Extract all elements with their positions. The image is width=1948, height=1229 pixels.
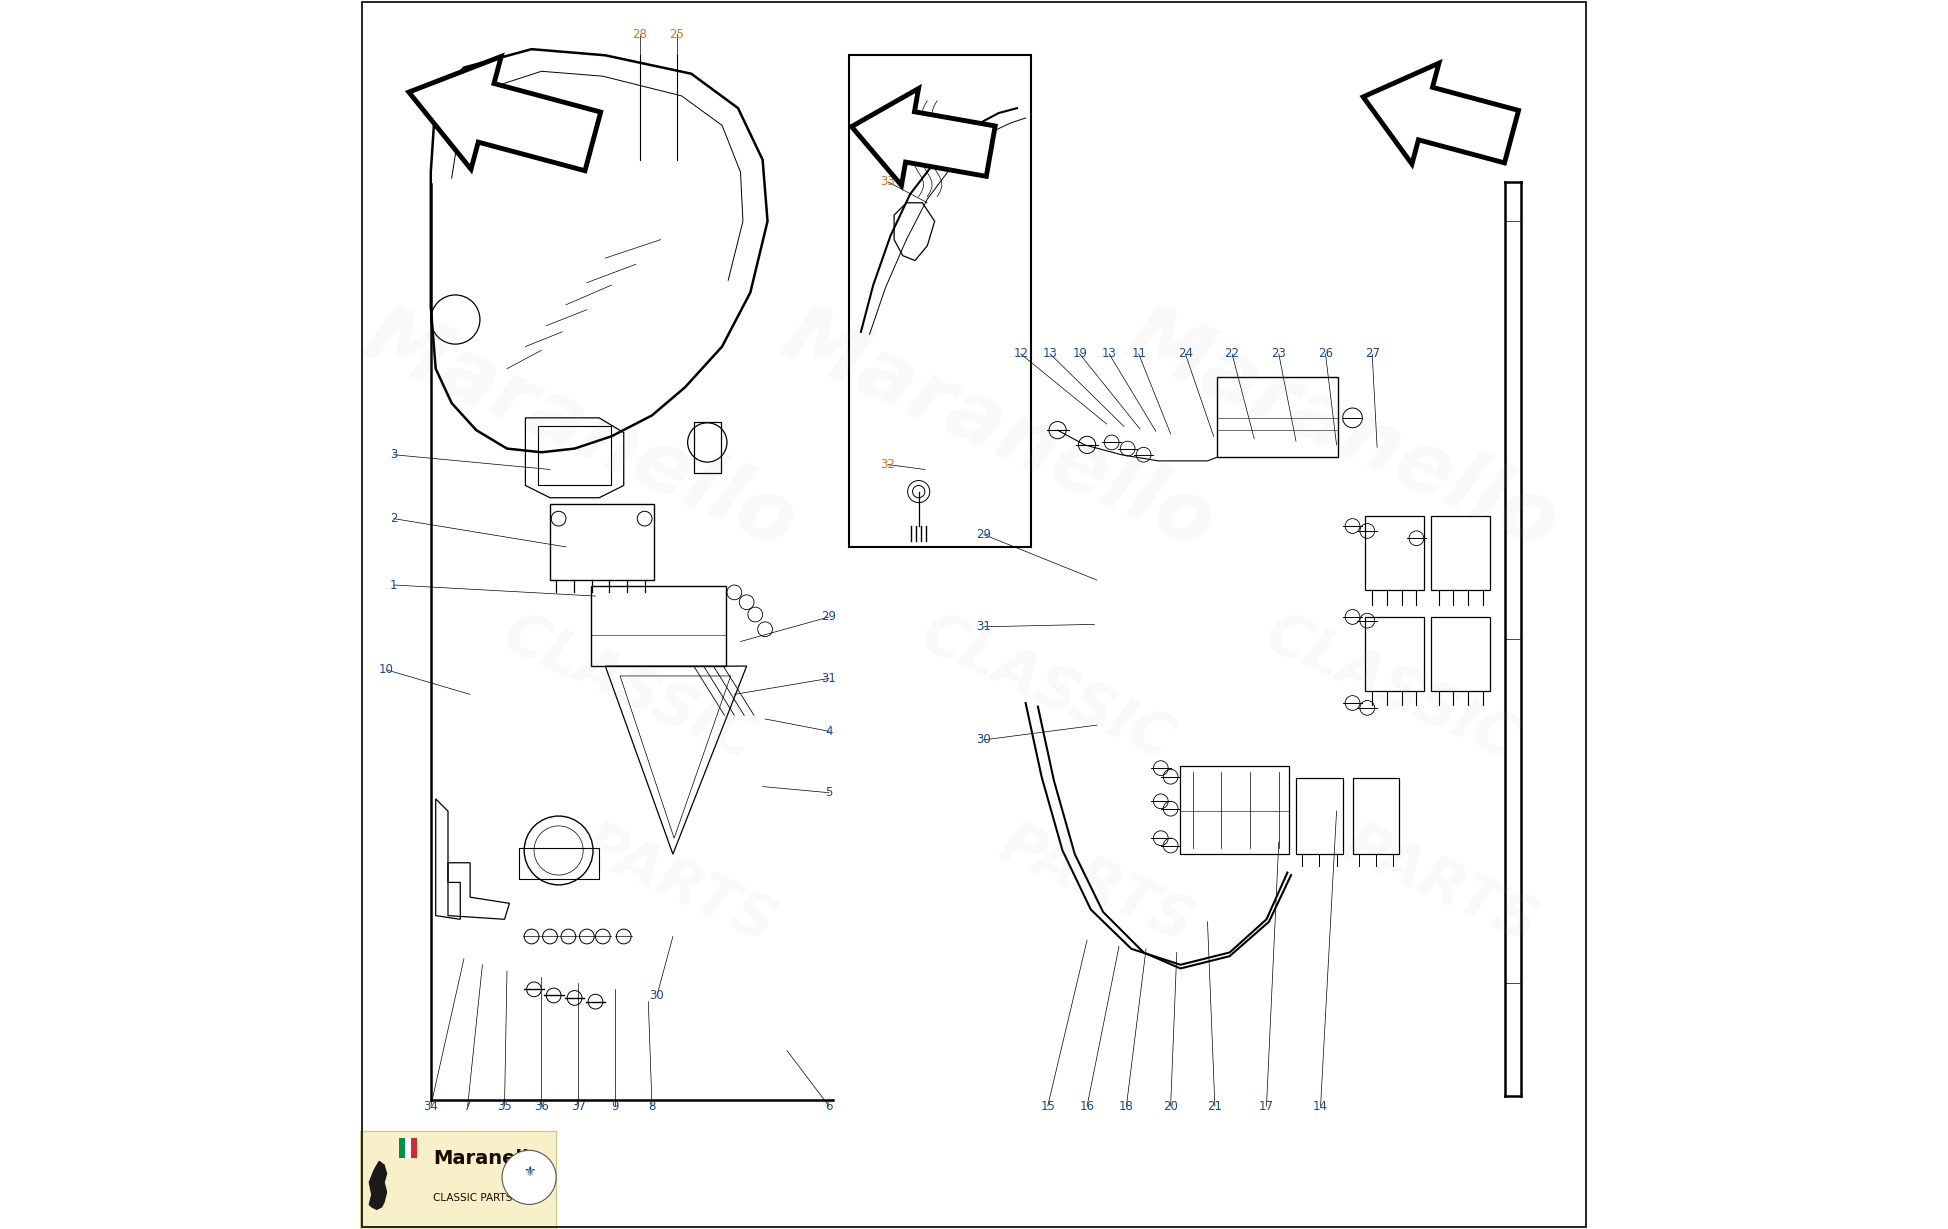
Polygon shape xyxy=(1364,63,1519,163)
Text: 26: 26 xyxy=(1319,348,1332,360)
Text: Maranello: Maranello xyxy=(432,1149,542,1169)
Text: 8: 8 xyxy=(649,1100,656,1112)
Text: ⚜: ⚜ xyxy=(522,1165,536,1180)
Text: 22: 22 xyxy=(1225,348,1239,360)
Text: PARTS: PARTS xyxy=(573,815,785,955)
Text: CLASSIC PARTS: CLASSIC PARTS xyxy=(432,1193,512,1203)
Polygon shape xyxy=(851,88,995,186)
Circle shape xyxy=(503,1150,555,1204)
Text: 31: 31 xyxy=(976,621,992,633)
Text: 12: 12 xyxy=(1013,348,1029,360)
Text: 18: 18 xyxy=(1118,1100,1134,1112)
Bar xyxy=(411,1138,417,1158)
Text: Maranello: Maranello xyxy=(769,295,1227,565)
Text: 30: 30 xyxy=(976,734,992,746)
Polygon shape xyxy=(409,57,600,171)
Text: 9: 9 xyxy=(612,1100,619,1112)
Text: 24: 24 xyxy=(1179,348,1192,360)
Text: 10: 10 xyxy=(380,664,393,676)
Text: 29: 29 xyxy=(822,611,836,623)
Text: 27: 27 xyxy=(1366,348,1379,360)
Polygon shape xyxy=(370,1161,386,1209)
Text: 30: 30 xyxy=(649,989,664,1002)
FancyBboxPatch shape xyxy=(849,55,1030,547)
Text: PARTS: PARTS xyxy=(1334,815,1547,955)
Text: 36: 36 xyxy=(534,1100,549,1112)
Text: CLASSIC: CLASSIC xyxy=(495,605,766,772)
Text: CLASSIC: CLASSIC xyxy=(1256,605,1527,772)
Text: Maranello: Maranello xyxy=(353,295,810,565)
Bar xyxy=(399,1138,405,1158)
Text: 1: 1 xyxy=(390,579,397,591)
Text: 33: 33 xyxy=(880,176,896,188)
FancyBboxPatch shape xyxy=(360,1131,555,1229)
Text: 15: 15 xyxy=(1040,1100,1056,1112)
Text: 20: 20 xyxy=(1163,1100,1179,1112)
Text: 11: 11 xyxy=(1132,348,1145,360)
Text: CLASSIC: CLASSIC xyxy=(912,605,1182,772)
Text: 4: 4 xyxy=(826,725,832,737)
Text: 35: 35 xyxy=(497,1100,512,1112)
Text: 32: 32 xyxy=(880,458,896,471)
Text: 7: 7 xyxy=(464,1100,471,1112)
Text: 23: 23 xyxy=(1272,348,1286,360)
Text: PARTS: PARTS xyxy=(992,815,1202,955)
Text: 13: 13 xyxy=(1103,348,1116,360)
Text: 21: 21 xyxy=(1208,1100,1223,1112)
Text: 6: 6 xyxy=(826,1100,832,1112)
Text: 3: 3 xyxy=(390,449,397,461)
Text: 31: 31 xyxy=(822,672,836,685)
Text: 25: 25 xyxy=(670,28,684,41)
Bar xyxy=(405,1138,411,1158)
Text: Maranello: Maranello xyxy=(1114,295,1572,565)
Text: 14: 14 xyxy=(1313,1100,1329,1112)
Text: 34: 34 xyxy=(423,1100,438,1112)
Text: 19: 19 xyxy=(1071,348,1087,360)
Text: 37: 37 xyxy=(571,1100,586,1112)
Text: 17: 17 xyxy=(1258,1100,1274,1112)
Text: 5: 5 xyxy=(826,787,832,799)
Text: 13: 13 xyxy=(1042,348,1058,360)
Text: 28: 28 xyxy=(633,28,647,41)
Text: 16: 16 xyxy=(1079,1100,1095,1112)
Text: 29: 29 xyxy=(976,528,992,541)
Text: 2: 2 xyxy=(390,512,397,525)
